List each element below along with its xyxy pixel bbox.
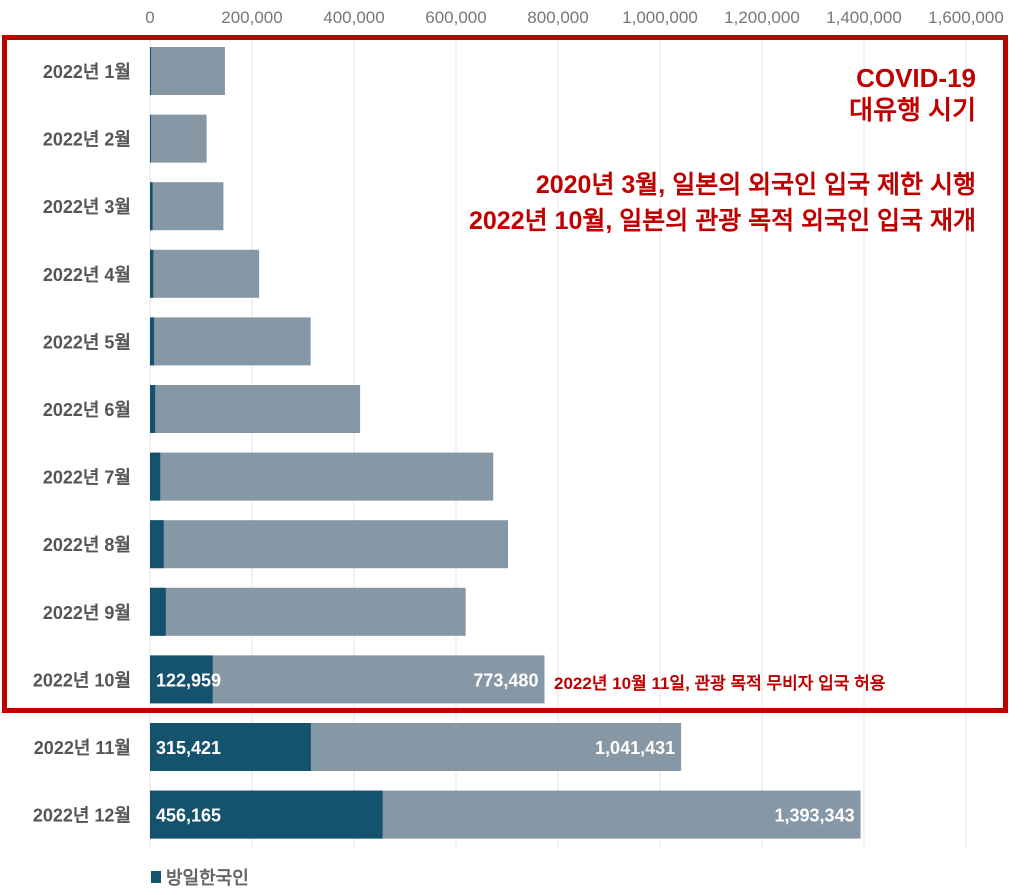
bar-total bbox=[150, 520, 509, 569]
bar-korean-visitors bbox=[150, 452, 161, 501]
x-tick-label: 1,000,000 bbox=[622, 8, 698, 27]
x-tick-label: 600,000 bbox=[425, 8, 486, 27]
bar-total bbox=[150, 249, 260, 298]
bar-korean-visitors bbox=[150, 47, 151, 95]
bar-korean-visitors bbox=[150, 385, 156, 433]
bar-total bbox=[150, 587, 466, 636]
category-label: 2022년 2월 bbox=[43, 130, 131, 150]
category-label: 2022년 4월 bbox=[43, 265, 131, 285]
bar-total bbox=[150, 655, 545, 704]
value-label-total: 1,041,431 bbox=[595, 738, 675, 758]
annotation-policy-line-1: 2020년 3월, 일본의 외국인 입국 제한 시행 bbox=[536, 171, 976, 199]
bars bbox=[150, 47, 861, 839]
bar-total bbox=[150, 452, 494, 501]
category-label: 2022년 1월 bbox=[43, 62, 131, 82]
bar-korean-visitors bbox=[150, 587, 166, 636]
bar-korean-visitors bbox=[150, 723, 311, 771]
annotation-covid-title-2: 대유행 시기 bbox=[849, 95, 976, 125]
bar-total bbox=[150, 317, 311, 366]
category-label: 2022년 10월 bbox=[33, 670, 131, 690]
category-label: 2022년 3월 bbox=[43, 197, 131, 217]
category-label: 2022년 12월 bbox=[33, 806, 131, 826]
bar-korean-visitors bbox=[150, 182, 153, 231]
value-label-korean: 315,421 bbox=[156, 738, 221, 758]
category-label: 2022년 9월 bbox=[43, 603, 131, 623]
bar-total bbox=[150, 385, 361, 433]
bar-total bbox=[150, 114, 207, 163]
gridlines bbox=[149, 38, 967, 847]
category-label: 2022년 7월 bbox=[43, 468, 131, 488]
legend: 방일한국인 bbox=[151, 868, 249, 888]
category-label: 2022년 8월 bbox=[43, 535, 131, 555]
covid-period-highlight-box bbox=[2, 35, 1008, 713]
annotation-oct-note: 2022년 10월 11일, 관광 목적 무비자 입국 허용 bbox=[554, 674, 886, 693]
bar-korean-visitors bbox=[150, 520, 164, 569]
bar-total bbox=[150, 47, 225, 95]
bar-korean-visitors bbox=[150, 655, 213, 704]
x-axis-ticks: 0 200,000 400,000 600,000 800,000 1,000,000 1,… bbox=[145, 8, 1004, 27]
value-label-korean: 456,165 bbox=[156, 806, 221, 826]
x-tick-label: 200,000 bbox=[221, 8, 282, 27]
bar-korean-visitors bbox=[150, 317, 155, 366]
bar-korean-visitors bbox=[150, 790, 383, 839]
bar-total bbox=[150, 182, 224, 231]
category-label: 2022년 5월 bbox=[43, 332, 131, 352]
value-label-total: 773,480 bbox=[473, 670, 538, 690]
bar-korean-visitors bbox=[150, 114, 151, 163]
legend-label: 방일한국인 bbox=[166, 868, 249, 888]
annotation-policy-line-2: 2022년 10월, 일본의 관광 목적 외국인 입국 재개 bbox=[469, 207, 976, 235]
category-label: 2022년 6월 bbox=[43, 400, 131, 420]
value-labels: 122,959 773,480 315,421 1,041,431 456,165 1,3… bbox=[156, 670, 855, 825]
bar-korean-visitors bbox=[150, 249, 154, 298]
x-tick-label: 1,400,000 bbox=[826, 8, 902, 27]
legend-swatch bbox=[151, 871, 161, 883]
category-label: 2022년 11월 bbox=[34, 738, 131, 758]
x-tick-label: 400,000 bbox=[323, 8, 384, 27]
x-tick-label: 1,200,000 bbox=[724, 8, 800, 27]
annotation-covid-title-1: COVID-19 bbox=[856, 63, 976, 93]
x-tick-label: 1,600,000 bbox=[928, 8, 1004, 27]
category-labels: 2022년 1월 2022년 2월 2022년 3월 2022년 4월 2022년 5월… bbox=[33, 62, 131, 826]
value-label-korean: 122,959 bbox=[156, 670, 221, 690]
x-tick-label: 800,000 bbox=[527, 8, 588, 27]
value-label-total: 1,393,343 bbox=[775, 806, 855, 826]
x-tick-label: 0 bbox=[145, 8, 154, 27]
